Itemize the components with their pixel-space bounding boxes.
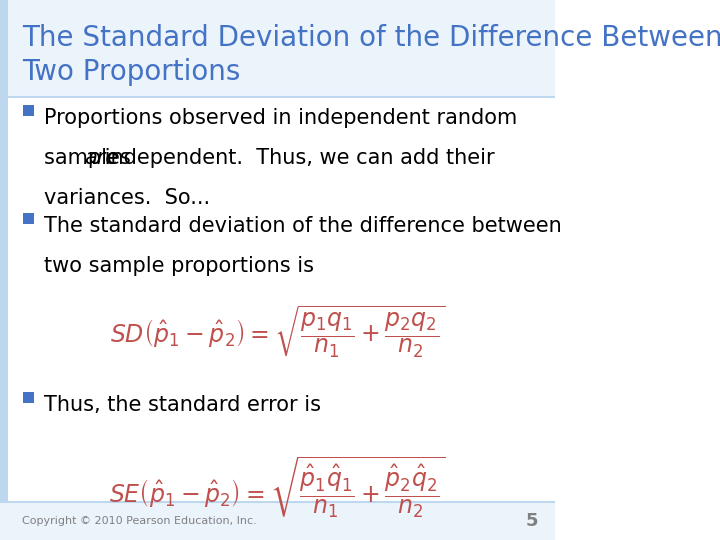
Text: $SE\left(\hat{p}_1 - \hat{p}_2\right) = \sqrt{\dfrac{\hat{p}_1 \hat{q}_1}{n_1} +: $SE\left(\hat{p}_1 - \hat{p}_2\right) = … (109, 455, 446, 520)
FancyBboxPatch shape (0, 0, 555, 97)
Text: Two Proportions: Two Proportions (22, 58, 240, 86)
Text: variances.  So...: variances. So... (45, 188, 210, 208)
Text: Thus, the standard error is: Thus, the standard error is (45, 395, 321, 415)
Text: $SD\left(\hat{p}_1 - \hat{p}_2\right) = \sqrt{\dfrac{p_1 q_1}{n_1} + \dfrac{p_2 : $SD\left(\hat{p}_1 - \hat{p}_2\right) = … (110, 303, 445, 359)
FancyBboxPatch shape (23, 105, 35, 116)
Text: 5: 5 (526, 512, 539, 530)
Text: independent.  Thus, we can add their: independent. Thus, we can add their (98, 148, 495, 168)
Text: two sample proportions is: two sample proportions is (45, 256, 315, 276)
Text: Copyright © 2010 Pearson Education, Inc.: Copyright © 2010 Pearson Education, Inc. (22, 516, 257, 526)
Text: samples: samples (45, 148, 138, 168)
Text: The Standard Deviation of the Difference Between: The Standard Deviation of the Difference… (22, 24, 720, 52)
FancyBboxPatch shape (23, 392, 35, 403)
Text: Proportions observed in independent random: Proportions observed in independent rand… (45, 108, 518, 128)
FancyBboxPatch shape (0, 0, 9, 540)
FancyBboxPatch shape (23, 213, 35, 224)
Text: are: are (84, 148, 119, 168)
FancyBboxPatch shape (0, 502, 555, 540)
Text: The standard deviation of the difference between: The standard deviation of the difference… (45, 216, 562, 236)
